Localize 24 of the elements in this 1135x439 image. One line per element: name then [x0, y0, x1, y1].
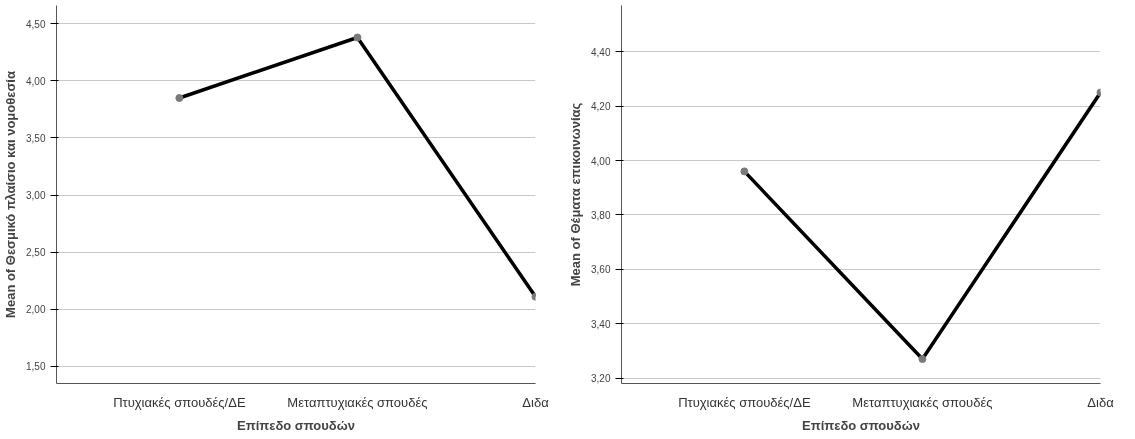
y-tick-label: 3,20	[591, 373, 611, 385]
y-tick-label: 4,50	[26, 18, 46, 30]
y-tick-label: 3,80	[591, 209, 611, 221]
y-axis-title: Mean of Θέματα επικοινωνίας	[568, 102, 584, 287]
y-tick-label: 3,00	[26, 190, 46, 202]
x-tick-label: Διδα	[1087, 394, 1115, 410]
x-tick-label: Πτυχιακές σπουδές/ΔΕ	[113, 394, 246, 410]
x-axis-title: Επίπεδο σπουδών	[237, 417, 355, 433]
y-tick-label: 4,40	[591, 46, 611, 58]
y-tick-label: 4,00	[591, 155, 611, 167]
y-axis-title: Mean of Θεσμικό πλαίσιο και νομοθεσία	[3, 71, 19, 318]
x-tick-label: Μεταπτυχιακές σπουδές	[287, 394, 428, 410]
y-tick-label: 3,40	[591, 318, 611, 330]
y-tick-label: 2,50	[26, 247, 46, 259]
x-tick-label: Μεταπτυχιακές σπουδές	[852, 394, 993, 410]
x-axis-title: Επίπεδο σπουδών	[802, 417, 920, 433]
y-tick-label: 3,60	[591, 264, 611, 276]
y-tick-label: 3,50	[26, 132, 46, 144]
x-tick-label: Διδα	[522, 394, 550, 410]
y-tick-label: 4,20	[591, 101, 611, 113]
y-tick-label: 1,50	[26, 361, 46, 373]
x-tick-label: Πτυχιακές σπουδές/ΔΕ	[678, 394, 811, 410]
y-tick-label: 2,00	[26, 304, 46, 316]
y-tick-label: 4,00	[26, 75, 46, 87]
